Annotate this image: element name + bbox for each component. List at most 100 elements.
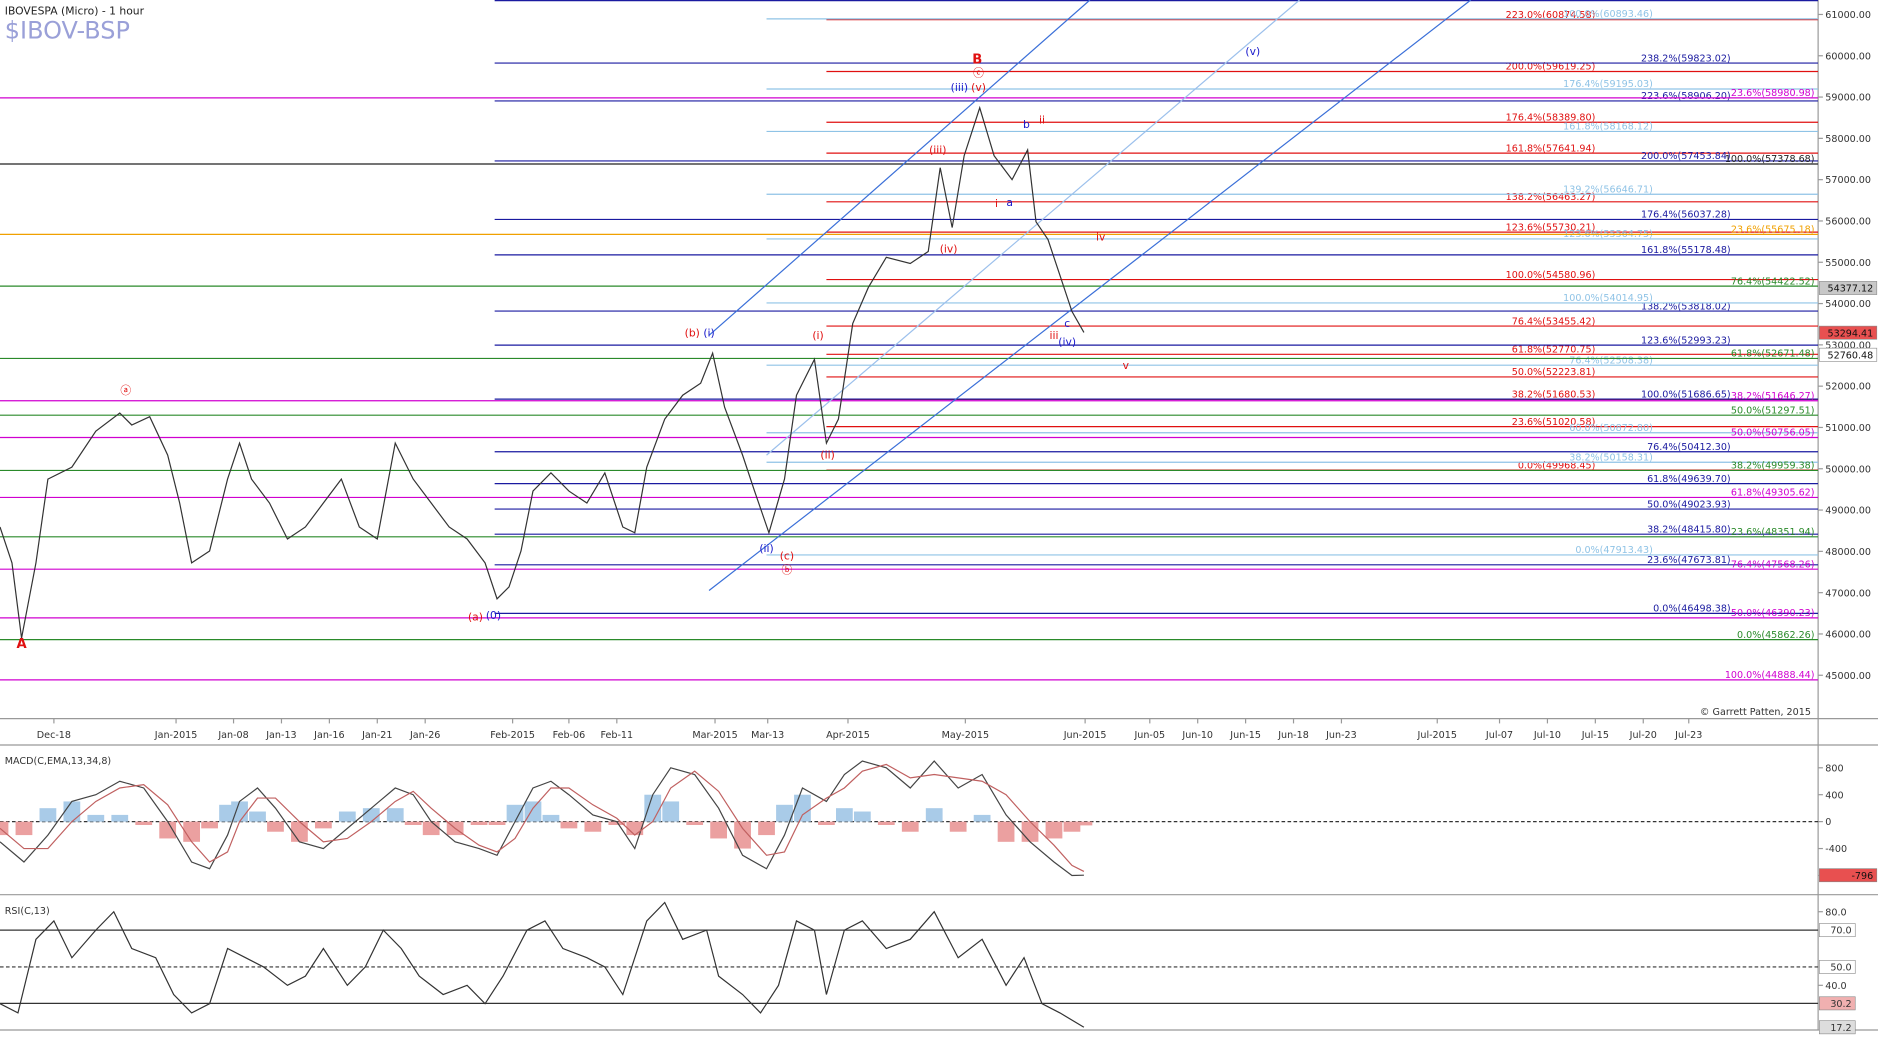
fib-level-label: 100.0%(60893.46) (1563, 9, 1653, 20)
fib-level-label: 138.2%(56463.27) (1506, 192, 1596, 203)
fib-level-label: 50.0%(52223.81) (1512, 367, 1596, 378)
x-tick-label: May-2015 (942, 730, 989, 741)
panel-title: RSI(C,13) (5, 906, 50, 917)
panel-title: MACD(C,EMA,13,34,8) (5, 756, 111, 767)
x-tick-label: Jul-07 (1485, 730, 1513, 741)
histogram-bar (949, 821, 967, 832)
level-tag (1819, 960, 1856, 974)
x-tick-label: Jun-05 (1133, 730, 1165, 741)
value-tag-label: 52760.48 (1828, 350, 1874, 361)
fib-level-label: 38.2%(51646.27) (1731, 391, 1815, 402)
level-tag-label: 50.0 (1830, 963, 1851, 974)
y-tick-label: 57000.00 (1825, 175, 1871, 186)
histogram-bar (794, 794, 811, 822)
wave-label: B (972, 52, 982, 67)
x-tick-label: Jan-13 (265, 730, 296, 741)
level-tag-label: 70.0 (1830, 926, 1851, 937)
histogram-bar (734, 821, 751, 849)
wave-label: ⓒ (973, 67, 984, 80)
histogram-bar (314, 821, 332, 829)
fib-level-label: 200.0%(57453.84) (1641, 151, 1731, 162)
fib-level-label: 38.2%(50158.31) (1569, 452, 1653, 463)
histogram-bar (470, 821, 488, 825)
wave-label: (i) (703, 327, 714, 340)
value-tag (1819, 281, 1878, 295)
histogram-bar (183, 821, 201, 842)
histogram-bar (488, 821, 506, 825)
histogram-bar (997, 821, 1015, 842)
wave-label: (b) (685, 327, 700, 340)
wave-label: (ii) (759, 542, 773, 555)
x-tick-label: Jun-15 (1229, 730, 1261, 741)
y-tick-label: 52000.00 (1825, 382, 1871, 393)
fib-level-label: 38.2%(49959.38) (1731, 461, 1815, 472)
histogram-bar (1063, 821, 1081, 832)
histogram-bar (386, 808, 404, 822)
x-tick-label: Jun-23 (1325, 730, 1357, 741)
wave-label: (a) (468, 610, 483, 623)
fib-level-label: 61.8%(52770.75) (1512, 345, 1596, 356)
y-tick-label: 50000.00 (1825, 464, 1871, 475)
x-tick-label: Jan-26 (409, 730, 440, 741)
fib-level-label: 23.6%(51020.58) (1512, 417, 1596, 428)
value-tag (1819, 347, 1878, 362)
fib-level-label: 176.4%(58389.80) (1506, 112, 1596, 123)
y-tick-label: 56000.00 (1825, 217, 1871, 228)
y-tick-label: 45000.00 (1825, 671, 1871, 682)
y-tick-label: 60000.00 (1825, 51, 1871, 62)
fib-level-label: 61.8%(49305.62) (1731, 488, 1815, 499)
wave-label: iv (1096, 231, 1106, 244)
y-tick-label: 47000.00 (1825, 588, 1871, 599)
wave-label: ii (1039, 113, 1045, 126)
x-tick-label: Jul-23 (1674, 730, 1702, 741)
fib-level-label: 23.6%(48351.94) (1731, 527, 1815, 538)
fib-level-label: 38.2%(48415.80) (1647, 524, 1731, 535)
fib-level-label: 23.6%(58980.98) (1731, 88, 1815, 99)
trend-line (708, 0, 1091, 336)
wave-label: (i) (812, 329, 823, 342)
fib-level-label: 76.4%(47568.26) (1731, 559, 1815, 570)
x-tick-label: Jul-2015 (1417, 730, 1457, 741)
histogram-bar (973, 814, 991, 822)
trend-line (766, 0, 1300, 456)
histogram-bar (1021, 821, 1039, 842)
wave-label: (iv) (940, 243, 958, 256)
wave-label: iii (1049, 329, 1058, 342)
y-tick-label: 54000.00 (1825, 299, 1871, 310)
histogram-bar (542, 814, 560, 822)
wave-label: (0) (486, 609, 501, 622)
y-tick-label: 400 (1825, 790, 1843, 801)
histogram-bar (506, 804, 524, 822)
chart-subtitle: $IBOV-BSP (5, 16, 130, 44)
y-tick-label: 40.0 (1825, 981, 1846, 992)
y-tick-label: 48000.00 (1825, 547, 1871, 558)
histogram-bar (524, 801, 542, 822)
fib-level-label: 61.8%(52671.48) (1731, 349, 1815, 360)
fib-level-label: 161.8%(58168.12) (1563, 122, 1653, 133)
histogram-bar (1075, 821, 1093, 826)
copyright: © Garrett Patten, 2015 (1700, 707, 1811, 718)
y-tick-label: -400 (1825, 844, 1847, 855)
histogram-bar (901, 821, 919, 832)
x-tick-label: Apr-2015 (826, 730, 870, 741)
histogram-bar (249, 811, 266, 822)
chart-title: IBOVESPA (Micro) - 1 hour (5, 4, 145, 17)
y-tick-label: 0 (1825, 817, 1831, 828)
fib-level-label: 223.0%(60874.58) (1506, 10, 1596, 21)
macd-line (0, 760, 1084, 877)
x-tick-label: Jun-18 (1277, 730, 1309, 741)
price-line (0, 105, 1085, 639)
histogram-bar (111, 814, 129, 822)
histogram-bar (925, 808, 943, 822)
fib-level-label: 200.0%(59619.25) (1506, 62, 1596, 73)
y-tick-label: 53000.00 (1825, 340, 1871, 351)
histogram-bar (338, 811, 356, 822)
histogram-bar (710, 821, 728, 839)
fib-level-label: 76.4%(52508.38) (1569, 355, 1653, 366)
fib-level-label: 76.4%(54422.52) (1731, 276, 1815, 287)
y-tick-label: 46000.00 (1825, 630, 1871, 641)
histogram-bar (877, 821, 895, 825)
wave-label: (v) (1245, 45, 1260, 58)
